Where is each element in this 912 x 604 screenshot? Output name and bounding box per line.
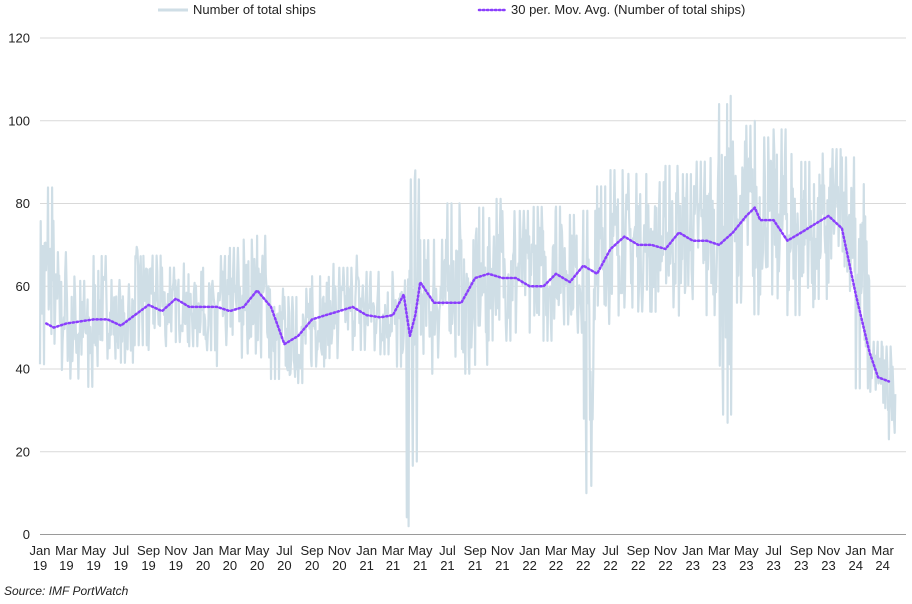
x-tick-year: 21: [495, 558, 509, 573]
x-tick-year: 21: [440, 558, 454, 573]
x-tick-month: May: [408, 543, 433, 558]
x-tick-month: Jan: [682, 543, 703, 558]
x-tick-month: Jan: [193, 543, 214, 558]
x-tick-month: Jul: [602, 543, 619, 558]
series-moving-average: [45, 206, 891, 383]
x-tick-year: 19: [86, 558, 100, 573]
legend: Number of total ships 30 per. Mov. Avg. …: [158, 2, 745, 17]
x-tick-month: Jan: [845, 543, 866, 558]
y-tick-label: 0: [23, 527, 30, 542]
x-tick-year: 20: [250, 558, 264, 573]
y-tick-label: 80: [16, 196, 30, 211]
x-tick-month: Mar: [55, 543, 78, 558]
legend-label-moving-average: 30 per. Mov. Avg. (Number of total ships…: [511, 2, 745, 17]
x-tick-month: Jan: [519, 543, 540, 558]
x-tick-month: Mar: [708, 543, 731, 558]
x-tick-month: Nov: [164, 543, 188, 558]
x-tick-year: 23: [766, 558, 780, 573]
x-tick-year: 20: [305, 558, 319, 573]
x-tick-month: May: [245, 543, 270, 558]
x-tick-year: 20: [196, 558, 210, 573]
x-tick-month: Mar: [871, 543, 894, 558]
x-tick-year: 23: [712, 558, 726, 573]
x-tick-year: 24: [875, 558, 889, 573]
x-tick-month: Sep: [790, 543, 813, 558]
y-tick-label: 100: [8, 113, 30, 128]
x-tick-year: 22: [549, 558, 563, 573]
y-tick-label: 40: [16, 362, 30, 377]
line-total-ships: [38, 94, 897, 528]
x-tick-year: 23: [685, 558, 699, 573]
x-tick-month: Sep: [627, 543, 650, 558]
x-tick-month: Nov: [654, 543, 678, 558]
x-tick-year: 20: [277, 558, 291, 573]
legend-label-total-ships: Number of total ships: [193, 2, 316, 17]
x-tick-month: Jul: [276, 543, 293, 558]
x-axis: Jan19Mar19May19Jul19Sep19Nov19Jan20Mar20…: [30, 543, 895, 573]
x-tick-month: Sep: [137, 543, 160, 558]
line-moving-average: [45, 206, 891, 383]
x-tick-month: Sep: [301, 543, 324, 558]
x-tick-month: Jan: [356, 543, 377, 558]
x-tick-year: 22: [603, 558, 617, 573]
series-total-ships: [38, 94, 897, 528]
x-tick-month: Nov: [328, 543, 352, 558]
x-tick-month: Jul: [765, 543, 782, 558]
x-tick-month: May: [734, 543, 759, 558]
source-note: Source: IMF PortWatch: [4, 584, 129, 598]
x-tick-year: 23: [794, 558, 808, 573]
y-tick-label: 120: [8, 31, 30, 46]
y-tick-label: 60: [16, 279, 30, 294]
x-tick-year: 22: [522, 558, 536, 573]
y-axis: 0 20 40 60 80 100 120: [8, 31, 30, 543]
x-tick-year: 21: [386, 558, 400, 573]
x-tick-year: 20: [223, 558, 237, 573]
x-tick-month: Mar: [219, 543, 242, 558]
y-tick-label: 20: [16, 444, 30, 459]
x-tick-year: 23: [739, 558, 753, 573]
x-tick-month: May: [571, 543, 596, 558]
x-tick-year: 21: [468, 558, 482, 573]
x-tick-year: 24: [849, 558, 863, 573]
x-tick-year: 23: [821, 558, 835, 573]
x-tick-year: 19: [33, 558, 47, 573]
x-tick-year: 22: [631, 558, 645, 573]
x-tick-month: Nov: [491, 543, 515, 558]
x-tick-month: Jul: [113, 543, 130, 558]
x-tick-month: Jul: [439, 543, 456, 558]
x-tick-year: 19: [141, 558, 155, 573]
x-tick-year: 22: [658, 558, 672, 573]
x-tick-year: 21: [359, 558, 373, 573]
x-tick-month: Mar: [382, 543, 405, 558]
x-tick-month: Nov: [817, 543, 841, 558]
x-tick-month: Sep: [464, 543, 487, 558]
x-tick-month: May: [81, 543, 106, 558]
x-tick-month: Mar: [545, 543, 568, 558]
x-tick-year: 20: [332, 558, 346, 573]
x-tick-year: 21: [413, 558, 427, 573]
x-tick-year: 22: [576, 558, 590, 573]
x-tick-year: 19: [114, 558, 128, 573]
x-tick-year: 19: [59, 558, 73, 573]
x-tick-month: Jan: [30, 543, 51, 558]
x-tick-year: 19: [169, 558, 183, 573]
